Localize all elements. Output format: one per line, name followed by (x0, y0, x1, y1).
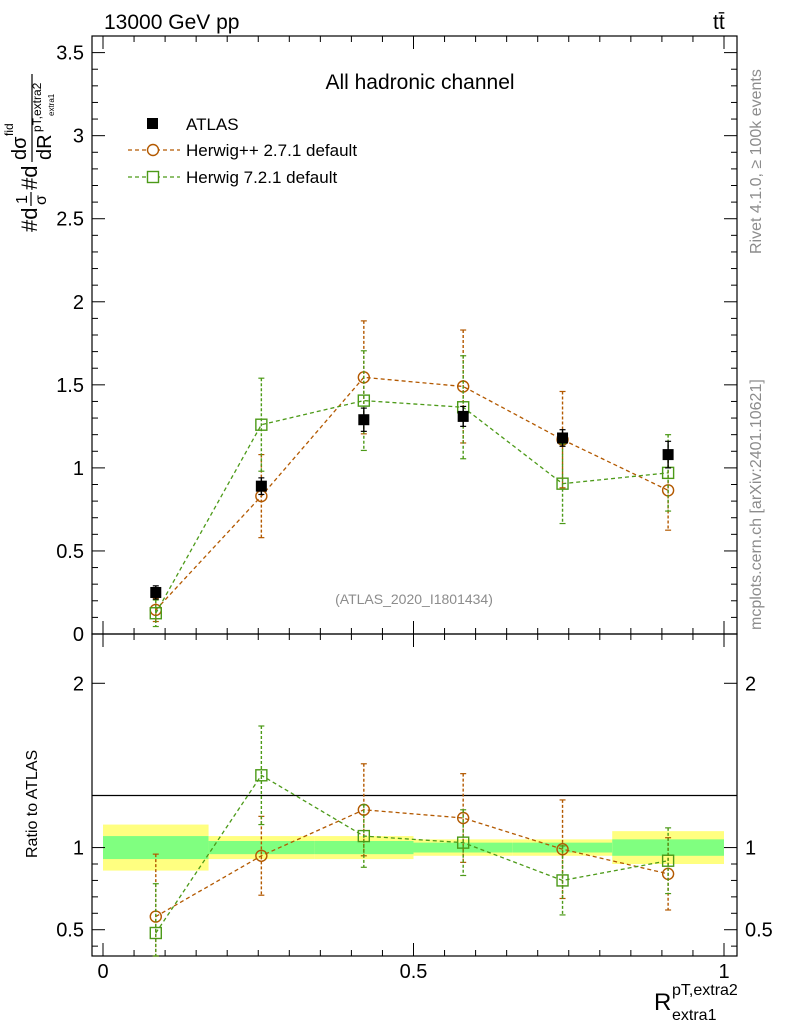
ratio-series-line (155, 774, 669, 934)
y-tick-label: 1.5 (56, 375, 84, 397)
series-atlas (150, 405, 674, 600)
analysis-id: (ATLAS_2020_I1801434) (335, 591, 493, 607)
rivet-label: Rivet 4.1.0, ≥ 100k events (748, 69, 765, 254)
process-label: tt̄ (713, 11, 725, 34)
ratio-point (149, 926, 162, 940)
y-axis-label: #d 1 σ #d dσ fid dR pT,extra2 extra1 (2, 74, 56, 232)
legend-marker-atlas (147, 118, 158, 129)
legend-label-herwig7: Herwig 7.2.1 default (186, 168, 337, 187)
ratio-point (556, 874, 569, 887)
ratio-point (255, 849, 268, 862)
data-point (255, 480, 267, 492)
ratio-point (661, 854, 675, 867)
ratio-band-green (103, 836, 209, 860)
ratio-point (456, 836, 470, 849)
ratio-y-tick-label: 1 (73, 838, 84, 860)
ratio-y-tick-label-right: 0.5 (745, 920, 773, 942)
x-tick-label: 0.5 (400, 961, 428, 983)
ratio-point (556, 843, 569, 856)
legend-marker-herwig7 (146, 170, 160, 184)
ylabel-frac2-den: dR (34, 134, 56, 160)
data-point (150, 586, 162, 598)
x-axis-label: R pT,extra2 extra1 (654, 982, 738, 1024)
legend-label-herwigpp: Herwig++ 2.7.1 default (186, 141, 357, 160)
xlabel-main: R (654, 989, 671, 1016)
data-point (457, 410, 469, 422)
ylabel-frac2-num: dσ (9, 136, 31, 160)
ratio-y-tick-label-right: 1 (745, 838, 756, 860)
y-tick-label: 0.5 (56, 541, 84, 563)
y-tick-label: 3 (73, 126, 84, 148)
chart-title: All hadronic channel (325, 71, 514, 94)
ylabel-frac2-num-sup: fid (2, 123, 16, 136)
y-tick-label: 1 (73, 458, 84, 480)
ratio-y-tick-label: 0.5 (56, 920, 84, 942)
data-point (556, 477, 569, 490)
ratio-band-green (612, 839, 724, 856)
series-line (155, 376, 669, 611)
mcplots-label: mcplots.cern.ch [arXiv:2401.10621] (748, 379, 765, 630)
legend: ATLAS Herwig++ 2.7.1 default Herwig 7.2.… (128, 115, 357, 187)
y-tick-label: 0 (73, 624, 84, 646)
data-point (149, 607, 162, 620)
ylabel-frac1-den: σ (33, 195, 50, 205)
y-tick-label: 2 (73, 292, 84, 314)
ratio-point (357, 829, 371, 843)
data-point (255, 418, 268, 431)
series-herwig-7-2-1-default (149, 350, 675, 957)
data-point (358, 414, 370, 426)
data-point (662, 449, 674, 461)
ylabel-frac2-den-sub: extra1 (47, 93, 56, 116)
ylabel-mid: #d (17, 166, 42, 190)
legend-marker-herwigpp (146, 143, 160, 157)
ylabel-frac2-den-sup: pT,extra2 (30, 82, 44, 132)
x-tick-label: 0 (97, 961, 108, 983)
x-axis: 0 0.5 1 (97, 36, 730, 983)
ratio-y-tick-label-right: 2 (745, 673, 756, 695)
data-point (357, 394, 371, 407)
y-tick-label: 2.5 (56, 209, 84, 231)
series-line (155, 399, 669, 614)
data-point (557, 432, 569, 444)
ylabel-prefix: #d (17, 208, 42, 232)
x-tick-label: 1 (718, 961, 729, 983)
ratio-bands (103, 824, 724, 871)
ratio-point (255, 769, 268, 782)
series-herwig-2-7-1-default (149, 320, 675, 957)
ratio-y-axis-label: Ratio to ATLAS (24, 750, 41, 858)
ylabel-frac1-num: 1 (14, 195, 31, 204)
xlabel-sup: pT,extra2 (672, 982, 738, 999)
energy-label: 13000 GeV pp (104, 11, 239, 34)
ratio-series-line (155, 809, 669, 918)
series-layer (149, 320, 675, 957)
y-tick-label: 3.5 (56, 43, 84, 65)
ratio-y-tick-label: 2 (73, 673, 84, 695)
ratio-y-axis: 0.5 0.5 1 1 2 2 (56, 673, 773, 947)
legend-label-atlas: ATLAS (186, 115, 239, 134)
xlabel-sub: extra1 (672, 1007, 717, 1024)
main-y-axis: 0 0.5 1 1.5 2 2.5 3 3.5 (56, 43, 737, 646)
